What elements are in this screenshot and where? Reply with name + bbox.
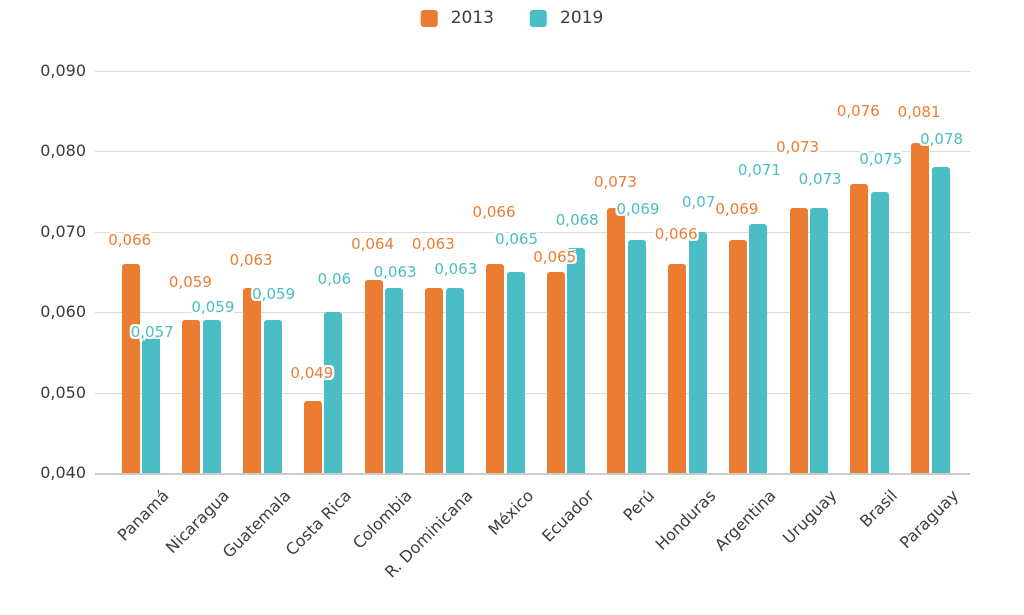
- bar-value-label-2013-1: 0,066: [108, 230, 152, 249]
- y-axis-tick-label: 0,060: [40, 302, 86, 322]
- bar-2019-10: [688, 231, 707, 473]
- legend-item-2013[interactable]: 2013: [420, 8, 494, 28]
- x-axis-label: Argentina: [711, 486, 780, 555]
- bar-2019-7: [506, 272, 525, 473]
- bar-2019-6: [445, 288, 464, 473]
- bar-value-label-2019-3: 0,059: [252, 285, 296, 304]
- bar-value-label-2019-5: 0,063: [373, 263, 417, 282]
- x-axis-label: Panamá: [113, 486, 173, 545]
- bar-value-label-2013-2: 0,059: [168, 273, 212, 292]
- x-axis-label: México: [484, 486, 537, 539]
- bar-2019-1: [142, 336, 161, 473]
- bar-2013-14: [911, 143, 930, 473]
- bar-value-label-2013-6: 0,063: [411, 235, 455, 254]
- bar-2013-13: [850, 183, 869, 473]
- bar-2019-4: [324, 312, 343, 473]
- bar-value-label-2019-9: 0,069: [616, 199, 660, 218]
- bar-2019-14: [931, 167, 950, 473]
- bar-value-label-2013-4: 0,049: [290, 363, 334, 382]
- bar-2019-12: [810, 207, 829, 473]
- legend-item-2019[interactable]: 2019: [530, 8, 603, 28]
- bar-value-label-2013-8: 0,065: [533, 248, 577, 266]
- y-axis-tick-label: 0,090: [40, 61, 86, 80]
- x-axis-label: Uruguay: [779, 486, 841, 548]
- legend-label: 2019: [560, 8, 604, 28]
- bar-2013-9: [607, 207, 626, 473]
- bar-2013-7: [486, 263, 505, 473]
- gridline: [95, 151, 970, 153]
- bar-2013-2: [182, 320, 201, 473]
- bar-2013-10: [668, 263, 687, 473]
- bar-value-label-2013-11: 0,069: [715, 199, 759, 218]
- x-axis-label: Paraguay: [895, 486, 962, 553]
- x-axis-label: Perú: [619, 486, 659, 525]
- x-axis-label: Brasil: [856, 486, 902, 531]
- bar-value-label-2013-5: 0,064: [351, 235, 395, 254]
- bar-value-label-2013-3: 0,063: [229, 251, 273, 270]
- x-axis-line: [95, 473, 970, 475]
- gridline: [95, 392, 970, 394]
- x-axis-label: Honduras: [651, 486, 720, 554]
- y-axis-tick-label: 0,050: [40, 382, 86, 402]
- bar-2013-1: [121, 263, 140, 473]
- bar-2013-12: [789, 207, 808, 473]
- bar-value-label-2013-13: 0,076: [836, 101, 880, 120]
- y-axis-tick-label: 0,080: [40, 141, 86, 161]
- legend-label: 2013: [450, 8, 494, 28]
- gridline: [95, 231, 970, 233]
- bar-value-label-2019-11: 0,071: [737, 160, 781, 179]
- bar-value-label-2019-14: 0,078: [920, 130, 964, 149]
- bar-value-label-2019-12: 0,073: [798, 169, 842, 188]
- bar-2019-9: [627, 239, 646, 473]
- bar-2019-5: [385, 288, 404, 473]
- bar-value-label-2019-13: 0,075: [859, 149, 903, 168]
- bar-value-label-2019-4: 0,06: [317, 270, 352, 289]
- bar-2019-2: [202, 320, 221, 473]
- bar-2019-3: [263, 320, 282, 473]
- bar-value-label-2013-9: 0,073: [593, 172, 637, 191]
- chart-legend: 2013 2019: [420, 8, 603, 28]
- bar-2019-8: [567, 247, 586, 473]
- gridline: [95, 312, 970, 314]
- legend-swatch-2013: [420, 9, 438, 27]
- bar-2013-5: [364, 280, 383, 473]
- bar-value-label-2013-10: 0,066: [654, 224, 698, 243]
- bar-value-label-2019-8: 0,068: [555, 210, 599, 229]
- bar-value-label-2013-14: 0,081: [897, 103, 941, 122]
- bar-value-label-2019-1: 0,057: [130, 323, 174, 342]
- bar-value-label-2019-6: 0,063: [434, 260, 478, 279]
- legend-swatch-2019: [530, 9, 547, 27]
- gridline: [95, 71, 970, 72]
- bar-2013-3: [243, 288, 262, 473]
- y-axis-tick-label: 0,040: [40, 463, 86, 482]
- bar-value-label-2019-7: 0,065: [495, 230, 538, 248]
- x-axis-label: Ecuador: [538, 486, 598, 546]
- bar-value-label-2013-7: 0,066: [472, 202, 516, 221]
- bar-value-label-2013-12: 0,073: [776, 137, 820, 156]
- bar-value-label-2019-2: 0,059: [191, 298, 235, 317]
- bar-2013-6: [425, 288, 444, 473]
- bar-2013-11: [728, 239, 747, 473]
- bar-2019-11: [749, 223, 768, 473]
- bar-value-label-2019-10: 0,07: [681, 192, 716, 211]
- bar-2019-13: [870, 191, 889, 473]
- bar-2013-4: [303, 400, 322, 473]
- y-axis-tick-label: 0,070: [40, 221, 86, 241]
- bar-2013-8: [546, 272, 565, 473]
